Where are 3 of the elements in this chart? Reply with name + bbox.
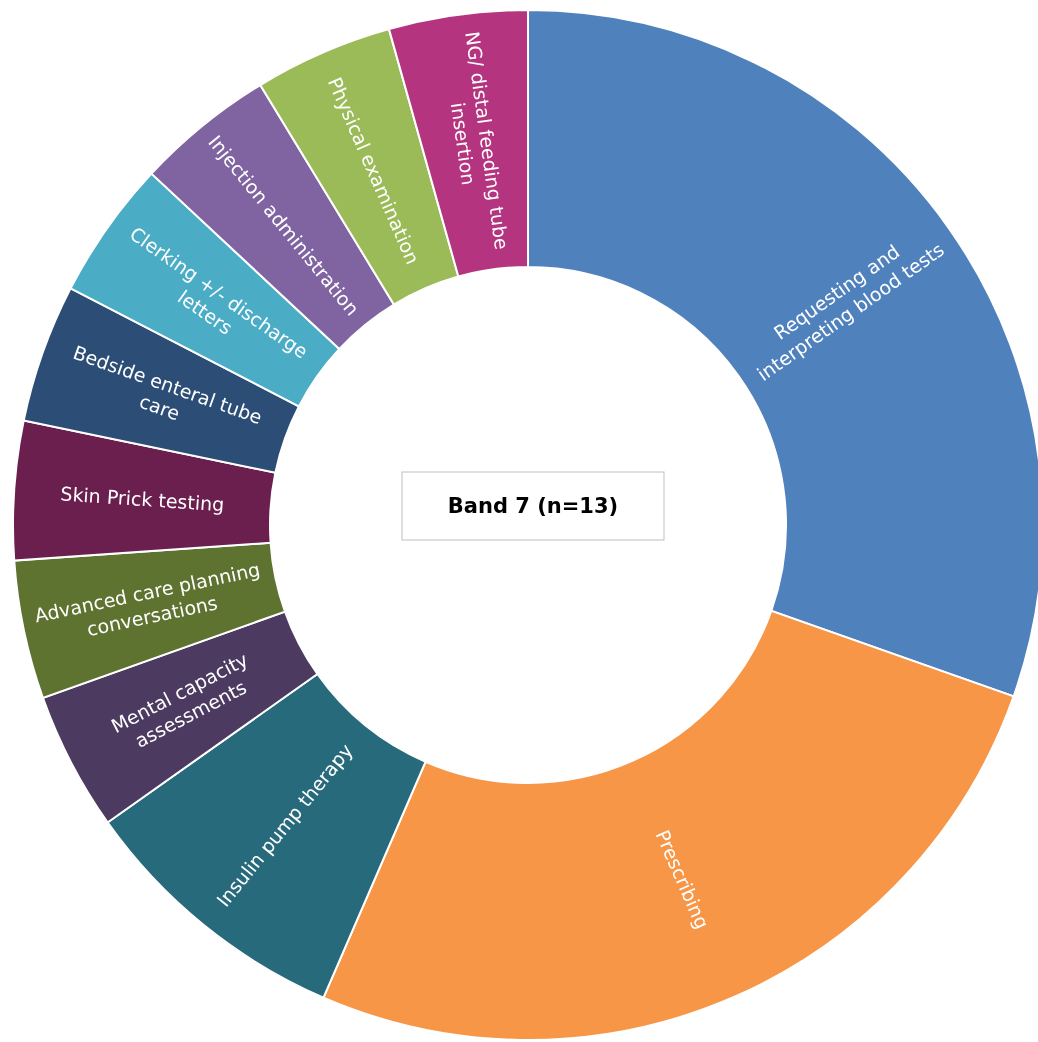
slice-label: NG/ distal feeding tube insertion xyxy=(446,30,514,251)
text: Band 7 (n=13) xyxy=(447,494,619,518)
slice-label: Skin Prick testing xyxy=(59,482,225,516)
